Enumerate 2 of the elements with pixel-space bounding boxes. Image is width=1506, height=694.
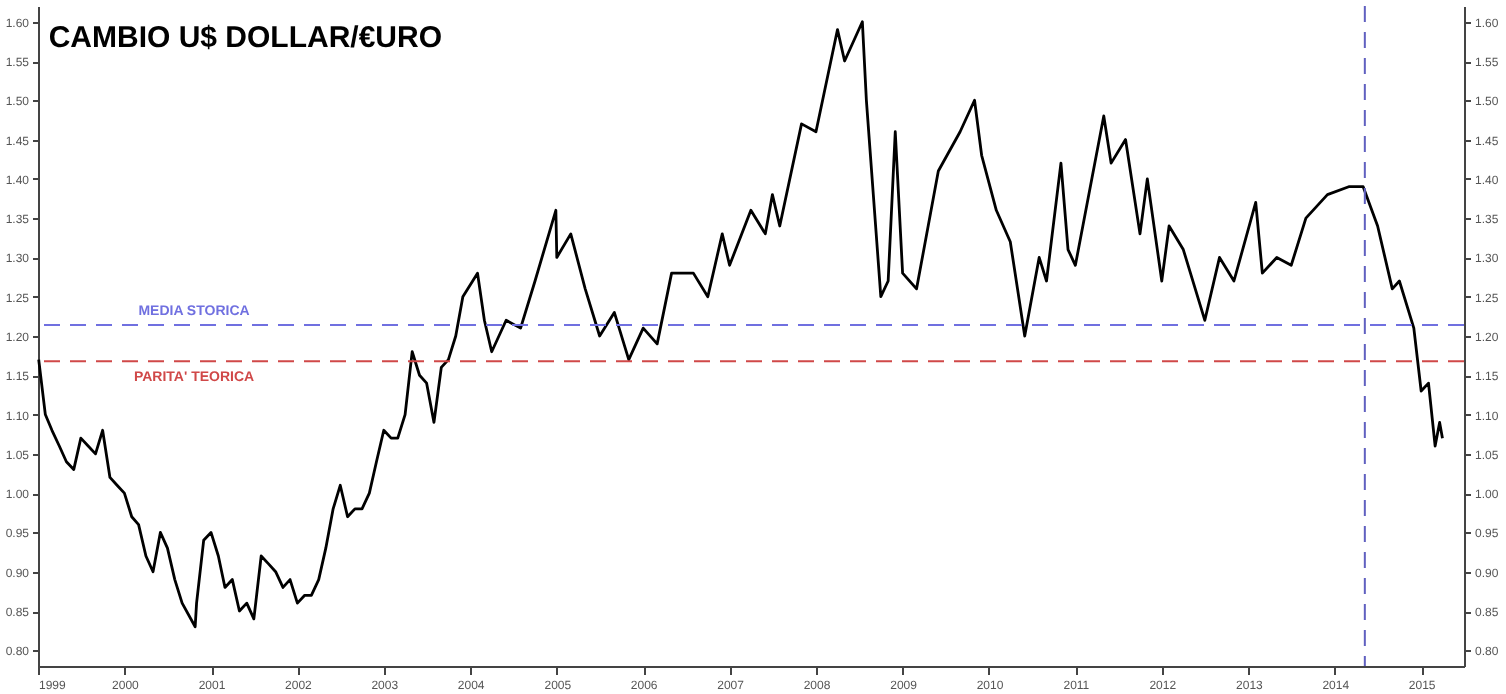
line-series: [37, 20, 1444, 629]
text: CAMBIO U$ DOLLAR/€URO: [48, 21, 443, 55]
